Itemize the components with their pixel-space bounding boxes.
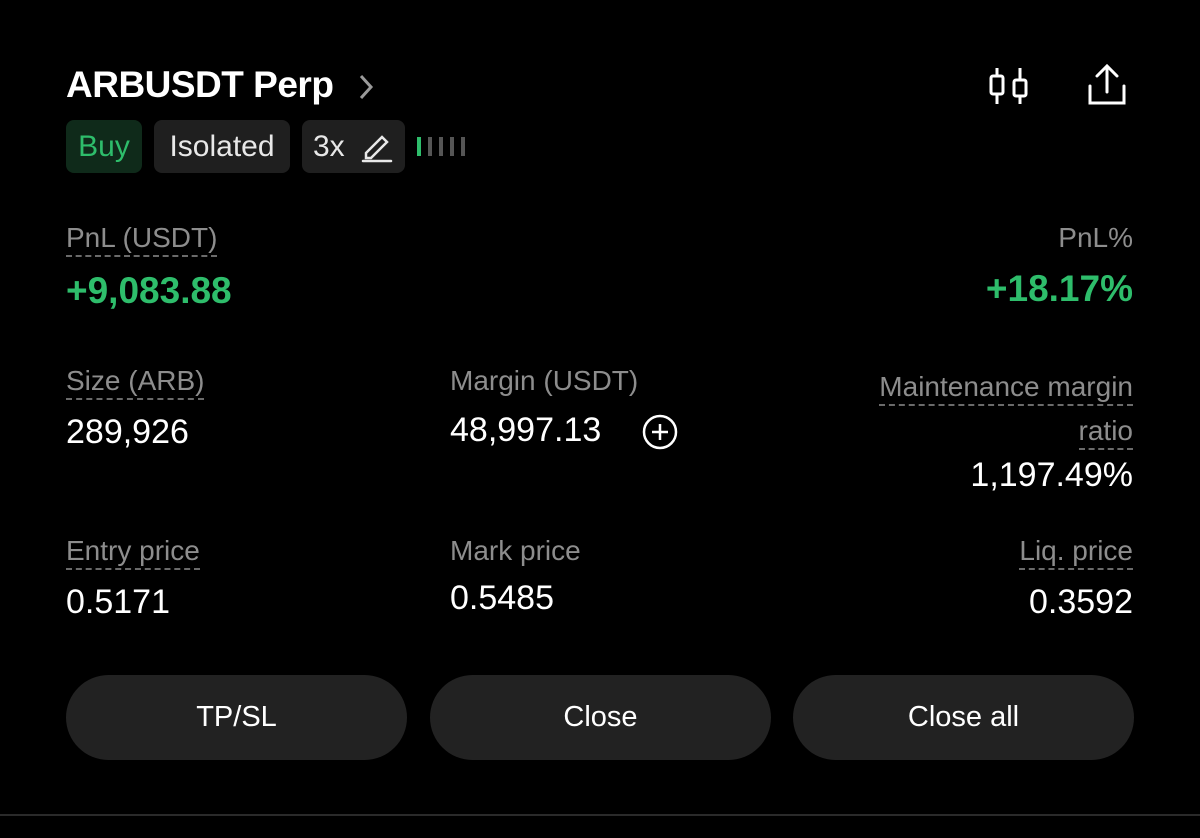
close-all-button[interactable]: Close all xyxy=(793,675,1134,760)
edit-icon xyxy=(361,135,393,163)
metric-label[interactable]: Entry price xyxy=(66,535,200,570)
tpsl-button[interactable]: TP/SL xyxy=(66,675,407,760)
leverage-bars xyxy=(417,137,465,156)
divider xyxy=(0,814,1200,816)
add-margin-icon[interactable] xyxy=(641,413,679,451)
leverage-text: 3x xyxy=(313,130,345,163)
side-tag: Buy xyxy=(66,120,142,173)
metric-value: 0.5171 xyxy=(66,583,170,621)
chevron-icon[interactable] xyxy=(356,72,376,102)
pnl-value: +9,083.88 xyxy=(66,270,232,311)
metric-label[interactable]: Maintenance margin ratio xyxy=(879,371,1133,450)
metric-label[interactable]: Liq. price xyxy=(1019,535,1133,570)
metric-value: 289,926 xyxy=(66,413,189,451)
pnl-label[interactable]: PnL (USDT) xyxy=(66,222,218,257)
pnl-percent-label: PnL% xyxy=(1058,222,1133,253)
close-button[interactable]: Close xyxy=(430,675,771,760)
metric-label[interactable]: Size (ARB) xyxy=(66,365,205,400)
pnl-percent-value: +18.17% xyxy=(985,268,1133,309)
metric-value: 1,197.49% xyxy=(970,456,1133,494)
metric-value: 48,997.13 xyxy=(450,411,602,449)
symbol-title[interactable]: ARBUSDT Perp xyxy=(66,64,334,105)
share-icon[interactable] xyxy=(1084,62,1130,108)
metric-value: 0.5485 xyxy=(450,579,554,617)
metric-label: Margin (USDT) xyxy=(450,365,639,396)
margin-mode-tag[interactable]: Isolated xyxy=(154,120,290,173)
metric-label: Mark price xyxy=(450,535,581,566)
chart-icon[interactable] xyxy=(986,64,1032,108)
metric-value: 0.3592 xyxy=(1029,583,1133,621)
leverage-tag[interactable]: 3x xyxy=(302,120,405,173)
